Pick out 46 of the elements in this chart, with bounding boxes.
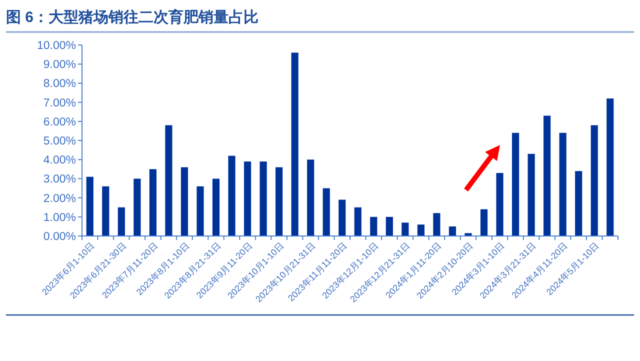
bar	[149, 169, 156, 236]
bar	[86, 176, 94, 236]
y-tick-label: 3.00%	[43, 174, 76, 186]
bar	[212, 178, 220, 236]
y-tick-label: 2.00%	[43, 192, 76, 205]
bar	[276, 167, 283, 236]
bar	[386, 216, 393, 236]
chart-title: 图 6：大型猪场销往二次育肥销量占比	[6, 8, 259, 26]
y-tick-label: 8.00%	[43, 78, 76, 90]
bar	[370, 216, 378, 236]
bar	[402, 222, 409, 236]
bar	[464, 233, 472, 236]
y-tick-label: 6.00%	[43, 116, 76, 128]
bar	[559, 132, 566, 236]
bar	[338, 200, 346, 236]
bar	[433, 213, 440, 236]
bar	[291, 52, 298, 236]
bar	[590, 125, 598, 236]
bar	[544, 116, 551, 236]
y-tick-label: 4.00%	[43, 154, 76, 167]
y-tick-label: 7.00%	[43, 97, 76, 110]
bar	[134, 178, 141, 236]
bar	[228, 156, 236, 236]
y-tick-label: 10.00%	[36, 40, 76, 52]
y-tick-label: 5.00%	[43, 136, 76, 148]
bar	[496, 172, 504, 236]
bar	[244, 162, 252, 236]
bar	[606, 98, 614, 236]
bar	[448, 226, 456, 236]
bar	[528, 154, 535, 236]
bar	[196, 186, 204, 236]
y-tick-label: 9.00%	[43, 59, 76, 72]
bar	[575, 171, 582, 236]
y-tick-label: 1.00%	[43, 212, 76, 224]
bar	[260, 162, 267, 236]
bar	[180, 167, 188, 236]
bar	[165, 125, 172, 236]
y-tick-label: 0.00%	[43, 231, 76, 244]
bar	[417, 224, 424, 236]
bar	[512, 132, 520, 236]
bar	[322, 188, 330, 236]
bar	[118, 207, 125, 236]
bar	[480, 209, 488, 236]
bar	[102, 186, 110, 236]
bar	[354, 207, 362, 236]
bar	[307, 160, 314, 236]
